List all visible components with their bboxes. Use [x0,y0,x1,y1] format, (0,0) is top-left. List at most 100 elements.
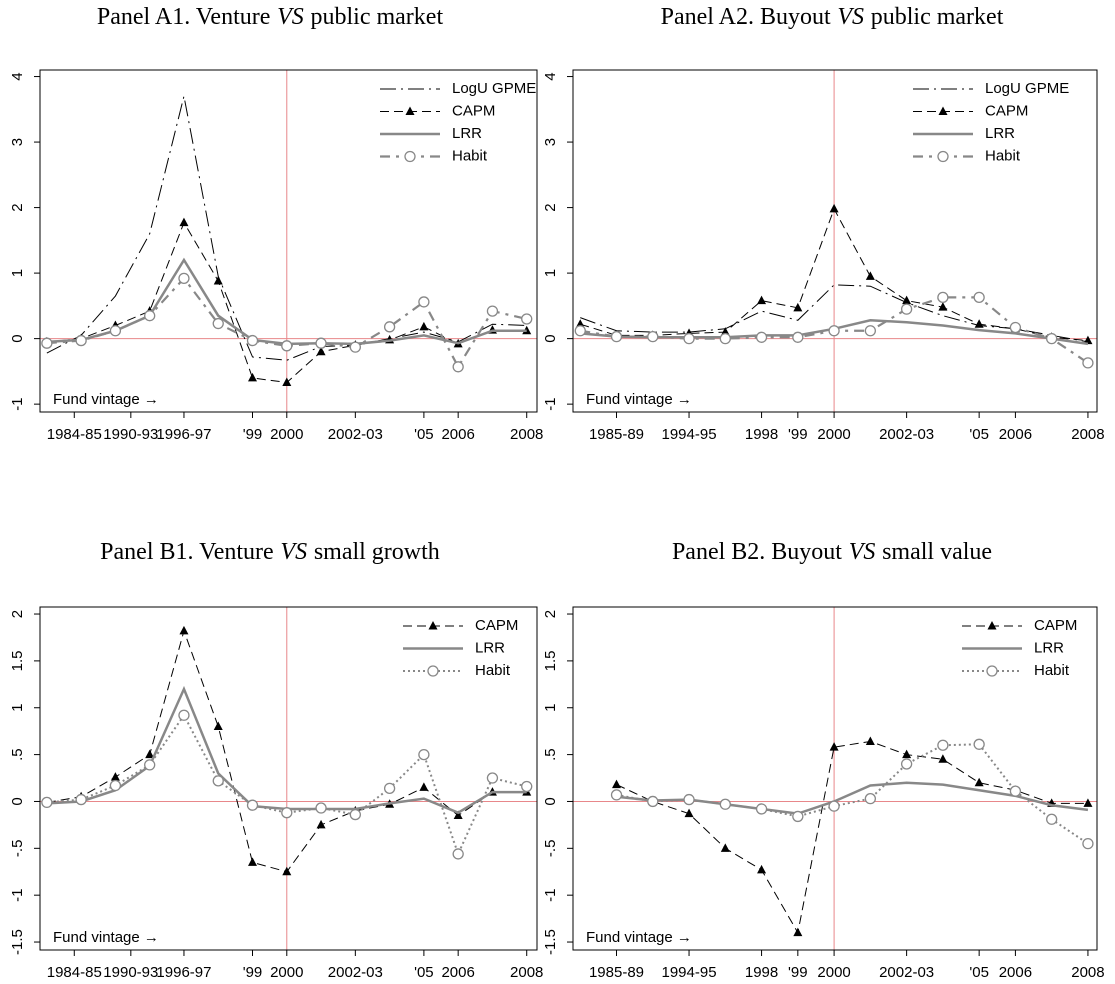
y-tick-label: 1 [9,704,26,712]
x-tick-label: 2006 [441,964,474,981]
x-tick-label: 2002-03 [879,964,934,981]
x-tick-label: '99 [788,426,808,443]
marker-circle [1009,321,1022,334]
marker-circle [281,340,293,352]
title-part: Panel B1. Venture [100,539,274,565]
title-part: small value [882,539,992,565]
marker-triangle [757,864,767,874]
marker-circle [792,810,804,823]
marker-circle [41,796,53,809]
marker-triangle [974,319,984,328]
y-tick-label: 0 [542,334,559,342]
x-tick-label: 2006 [999,964,1032,981]
marker-circle [212,775,224,787]
x-tick-label: 2006 [441,426,474,443]
legend-label: Habit [1034,662,1070,679]
marker-triangle [179,625,189,635]
x-tick-label: 2002-03 [879,426,934,443]
series-line [616,740,1088,935]
y-tick-label: 0 [9,334,26,342]
marker-circle [937,291,949,303]
marker-circle [647,795,659,808]
x-tick-label: 2000 [817,426,850,443]
y-tick-label: .5 [9,748,26,761]
title-part: VS [277,4,304,30]
x-tick-label: '05 [969,964,989,981]
y-tick-label: -.5 [542,840,559,858]
marker-triangle [248,857,258,866]
marker-circle [41,337,53,349]
marker-circle [900,758,913,770]
series-line [616,781,1089,815]
marker-circle [864,792,877,805]
marker-circle [452,361,464,373]
marker-circle [349,341,361,353]
panel-title: Panel B1. Venture VS small growth [100,539,440,565]
marker-circle [647,331,659,343]
panel: Panel A1. Venture VS public market -1 0 1 2 3 4 1… [9,4,543,444]
panel-title: Panel A1. Venture VS public market [97,4,444,30]
marker-circle [1082,837,1094,850]
y-tick-label: 2 [542,203,559,211]
legend-label: Habit [985,147,1021,164]
legend-marker [987,621,997,630]
y-tick-label: 3 [542,138,559,146]
marker-triangle [145,749,155,759]
marker-circle [574,325,586,337]
x-tick-label: 1994-95 [662,964,717,981]
legend-label: LRR [985,125,1015,142]
title-part: public market [311,4,444,30]
x-tick-label: 2002-03 [328,426,383,443]
y-tick-label: 2 [9,203,26,211]
plot-frame [39,69,538,413]
legend-marker [404,150,416,163]
title-part: VS [837,4,864,30]
plot-frame [572,69,1098,413]
marker-triangle [248,372,258,382]
y-tick-label: -1 [542,397,559,410]
marker-triangle [793,302,803,312]
marker-circle [75,334,87,347]
marker-triangle [902,295,912,305]
marker-triangle [757,295,767,305]
y-tick-label: 2 [9,610,26,618]
marker-circle [383,321,396,333]
marker-circle [486,772,499,784]
panel: Panel A2. Buyout VS public market -1 0 1 2 3 4 19… [542,4,1105,444]
legend-label: Habit [475,662,511,679]
marker-circle [349,808,361,821]
marker-triangle [829,742,839,751]
marker-circle [178,272,190,284]
marker-circle [719,332,731,345]
y-tick-label: 4 [9,72,26,80]
plot-frame [572,606,1098,951]
marker-circle [521,313,533,325]
x-tick-label: '99 [788,964,808,981]
y-tick-label: 1.5 [542,650,559,671]
panel: Panel B1. Venture VS small growth -1.5 -1 -.5… [9,539,543,982]
title-part: small growth [314,539,440,565]
marker-circle [383,782,396,794]
marker-circle [452,848,464,860]
x-tick-label: 1998 [745,426,778,443]
legend-label: CAPM [985,102,1028,119]
annotation: Fund vintage → [586,391,692,408]
marker-circle [719,798,731,810]
y-tick-label: 0 [542,797,559,805]
marker-circle [246,799,259,811]
title-part: Panel B2. Buyout [672,539,842,565]
marker-circle [900,303,913,315]
marker-triangle [316,346,326,356]
legend-label: LRR [1034,639,1064,656]
x-tick-label: 1994-95 [662,426,717,443]
annotation: Fund vintage → [53,391,159,408]
title-part: Panel A2. Buyout [661,4,831,30]
marker-circle [212,317,224,330]
marker-circle [755,803,768,815]
legend-label: CAPM [475,617,518,634]
marker-circle [486,305,499,317]
y-tick-label: 4 [542,72,559,80]
marker-circle [521,780,533,793]
legend-marker [405,106,415,115]
